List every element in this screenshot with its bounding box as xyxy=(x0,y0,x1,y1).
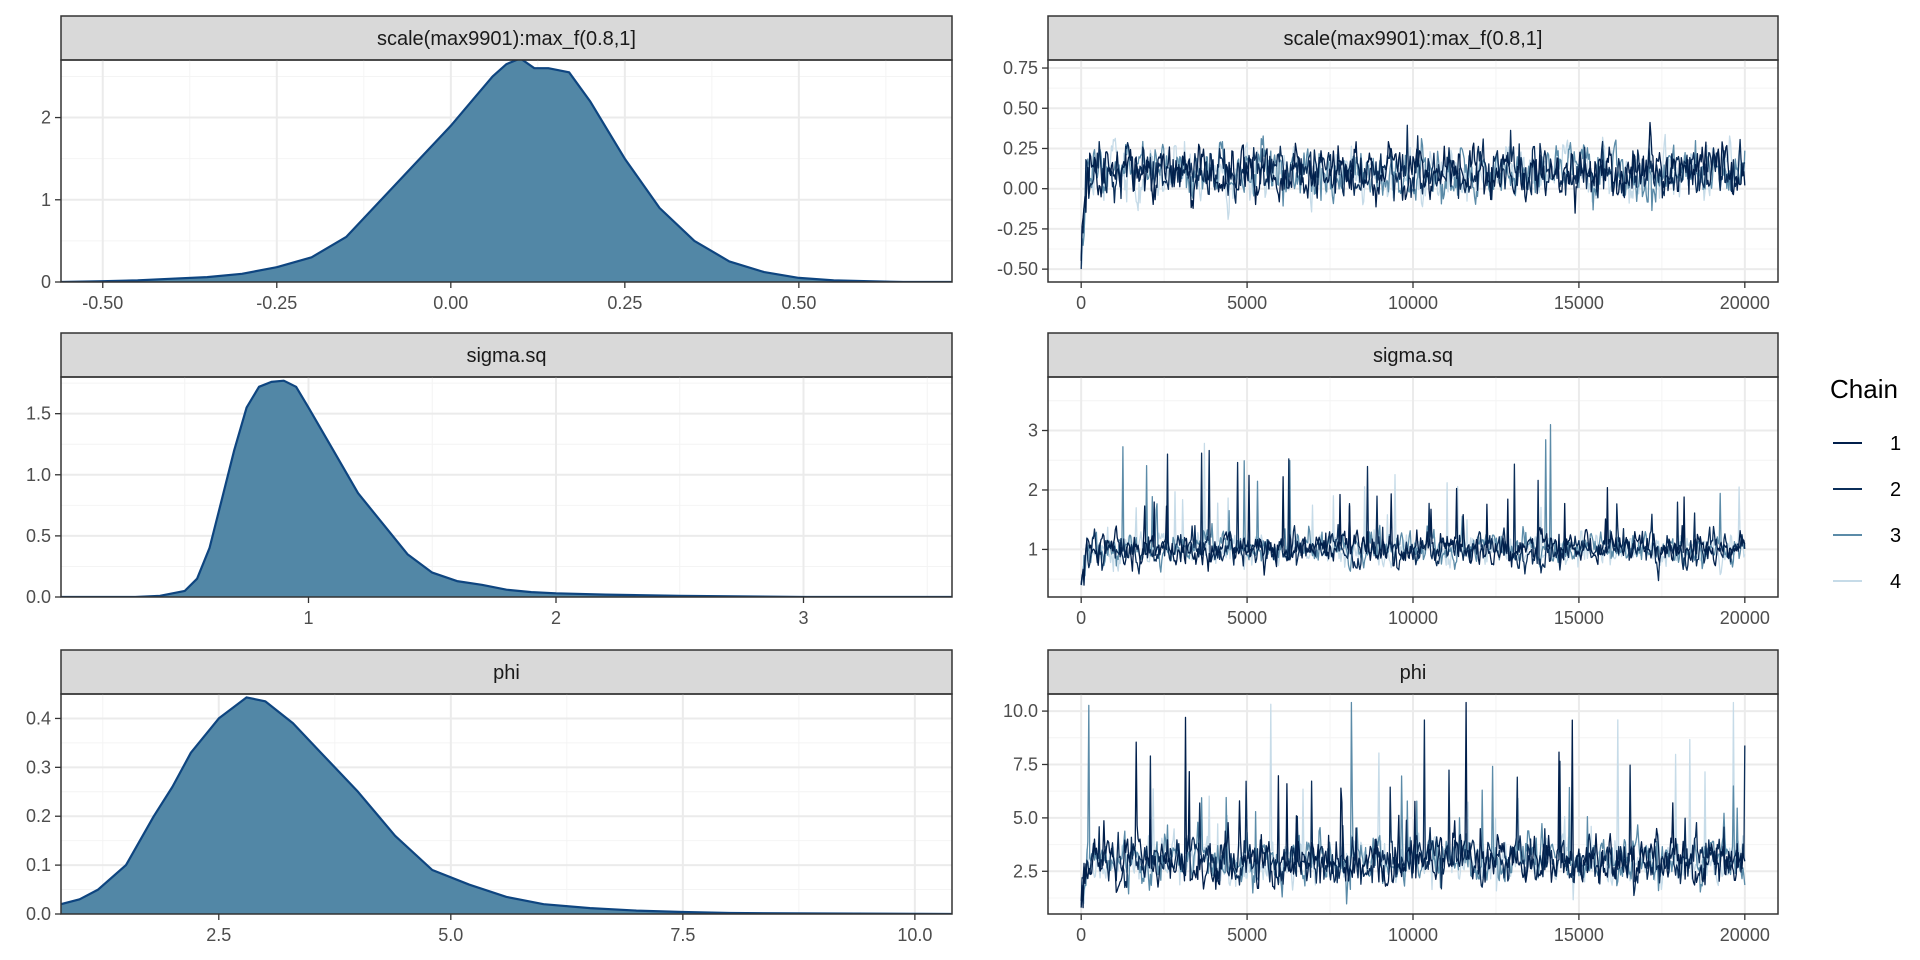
density-line xyxy=(61,60,952,282)
density-area xyxy=(61,380,952,597)
x-tick-label: 3 xyxy=(798,608,808,628)
x-tick-label: 2 xyxy=(551,608,561,628)
panel-4: phi 2.5 5.0 7.5 10.0 0.0 0.1 0.2 0.3 0.4 xyxy=(26,649,953,945)
x-tick-label: 1 xyxy=(303,608,313,628)
facet-title: scale(max9901):max_f(0.8,1] xyxy=(1283,28,1542,50)
x-tick-label: 15000 xyxy=(1554,925,1604,945)
x-tick-label: 5000 xyxy=(1227,925,1267,945)
trace-chain-3 xyxy=(1080,135,1746,259)
y-tick-label: 0.75 xyxy=(1003,58,1038,78)
y-tick-label: 10.0 xyxy=(1003,701,1038,721)
x-tick-label: 5000 xyxy=(1227,293,1267,313)
facet-strip xyxy=(1047,15,1779,61)
x-tick-label: -0.50 xyxy=(82,293,123,313)
plot-area xyxy=(61,60,952,282)
legend-label-1: 1 xyxy=(1890,433,1901,455)
y-tick-label: 0.0 xyxy=(26,587,51,607)
legend-label-2: 2 xyxy=(1890,479,1901,501)
legend-title: Chain xyxy=(1830,374,1898,404)
y-tick-label: 0.25 xyxy=(1003,138,1038,158)
x-tick-label: 20000 xyxy=(1720,925,1770,945)
trace-chain-2 xyxy=(1080,719,1746,901)
density-area xyxy=(61,697,952,914)
plot-area xyxy=(1048,694,1778,914)
panel-border xyxy=(60,376,953,598)
x-tick-label: 20000 xyxy=(1720,608,1770,628)
x-tick-label: 5.0 xyxy=(438,925,463,945)
facet-title: sigma.sq xyxy=(1373,345,1453,367)
x-tick-label: 0 xyxy=(1076,925,1086,945)
y-tick-label: 7.5 xyxy=(1013,754,1038,774)
panel-3: sigma.sq 0 5000 10000 15000 20000 1 2 3 xyxy=(1028,332,1779,628)
x-tick-label: 5000 xyxy=(1227,608,1267,628)
y-tick-label: 5.0 xyxy=(1013,808,1038,828)
facet-strip xyxy=(60,649,953,695)
panel-border xyxy=(60,693,953,915)
x-tick-label: 20000 xyxy=(1720,293,1770,313)
facet-strip xyxy=(1047,649,1779,695)
trace-chain-1 xyxy=(1080,121,1746,261)
y-tick-label: 1.0 xyxy=(26,465,51,485)
trace-chain-1 xyxy=(1080,701,1746,909)
y-tick-label: 0.3 xyxy=(26,757,51,777)
y-tick-label: 2 xyxy=(1028,480,1038,500)
x-tick-label: -0.25 xyxy=(256,293,297,313)
plot-area xyxy=(61,377,952,597)
x-tick-label: 0.25 xyxy=(607,293,642,313)
x-tick-label: 10000 xyxy=(1388,608,1438,628)
x-tick-label: 15000 xyxy=(1554,293,1604,313)
trace-chain-1 xyxy=(1080,474,1746,586)
y-tick-label: 0.1 xyxy=(26,855,51,875)
panel-border xyxy=(60,59,953,283)
panel-2: sigma.sq 1 2 3 0.0 0.5 1.0 1.5 xyxy=(26,332,953,628)
panel-1: scale(max9901):max_f(0.8,1] 0 5000 10000 150… xyxy=(997,15,1779,313)
plot-area xyxy=(1048,60,1778,282)
legend-label-3: 3 xyxy=(1890,525,1901,547)
x-tick-label: 7.5 xyxy=(670,925,695,945)
facet-title: sigma.sq xyxy=(466,345,546,367)
plot-area xyxy=(61,694,952,914)
y-tick-label: 0 xyxy=(41,272,51,292)
x-tick-label: 0 xyxy=(1076,608,1086,628)
legend: Chain 1 2 3 4 xyxy=(1830,374,1901,593)
density-line xyxy=(61,696,952,914)
y-tick-label: 0.00 xyxy=(1003,179,1038,199)
trace-chain-2 xyxy=(1080,124,1746,270)
plot-area xyxy=(1048,377,1778,597)
panel-5: phi 0 5000 10000 15000 20000 2.5 5.0 7.5 10.0 xyxy=(1003,649,1779,945)
y-tick-label: 2.5 xyxy=(1013,861,1038,881)
y-tick-label: 0.2 xyxy=(26,806,51,826)
trace-chain-2 xyxy=(1080,449,1746,585)
x-tick-label: 0 xyxy=(1076,293,1086,313)
x-tick-label: 0.00 xyxy=(433,293,468,313)
x-tick-label: 10000 xyxy=(1388,293,1438,313)
y-tick-label: 0.50 xyxy=(1003,98,1038,118)
density-line xyxy=(61,379,952,597)
y-tick-label: 0.5 xyxy=(26,526,51,546)
x-tick-label: 15000 xyxy=(1554,608,1604,628)
facet-strip xyxy=(1047,332,1779,378)
legend-label-4: 4 xyxy=(1890,571,1901,593)
y-tick-label: 3 xyxy=(1028,421,1038,441)
x-tick-label: 0.50 xyxy=(781,293,816,313)
x-tick-label: 10.0 xyxy=(897,925,932,945)
x-tick-label: 2.5 xyxy=(206,925,231,945)
density-area xyxy=(61,60,952,282)
x-tick-label: 10000 xyxy=(1388,925,1438,945)
y-tick-label: -0.25 xyxy=(997,219,1038,239)
y-tick-label: 2 xyxy=(41,108,51,128)
y-tick-label: 0.4 xyxy=(26,708,51,728)
facet-strip xyxy=(60,15,953,61)
panel-0: scale(max9901):max_f(0.8,1] -0.50 -0.25 0.0… xyxy=(41,15,953,313)
facet-title: phi xyxy=(1400,662,1427,684)
y-tick-label: 1 xyxy=(1028,539,1038,559)
y-tick-label: 0.0 xyxy=(26,904,51,924)
y-tick-label: -0.50 xyxy=(997,259,1038,279)
facet-title: phi xyxy=(493,662,520,684)
y-tick-label: 1 xyxy=(41,190,51,210)
facet-title: scale(max9901):max_f(0.8,1] xyxy=(377,28,636,50)
y-tick-label: 1.5 xyxy=(26,404,51,424)
